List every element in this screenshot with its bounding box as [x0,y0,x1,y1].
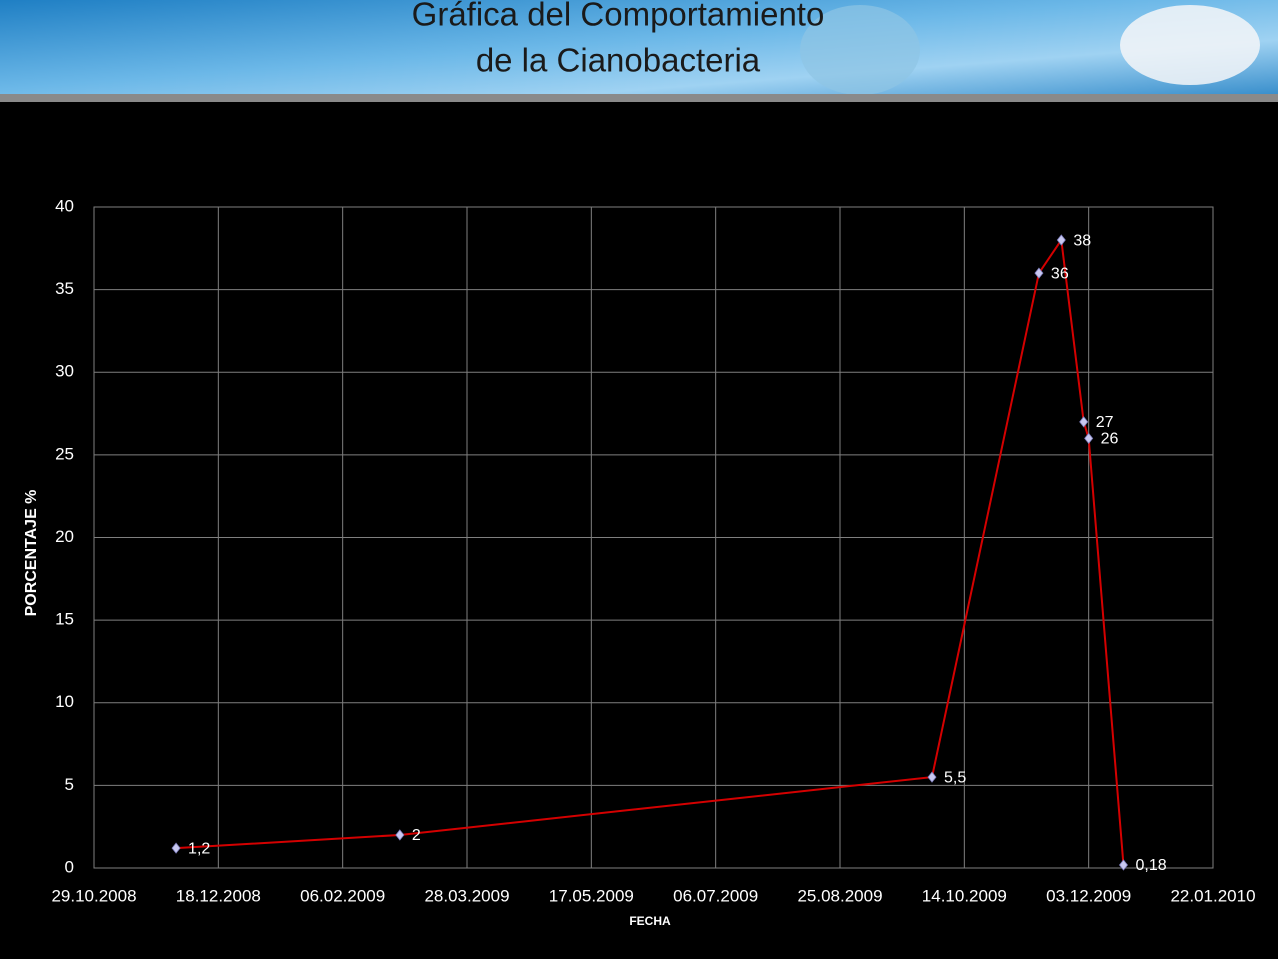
y-tick-label: 5 [65,775,74,794]
data-point [171,842,181,854]
x-tick-label: 06.02.2009 [300,886,385,905]
x-tick-label: 03.12.2009 [1046,886,1131,905]
data-point [1084,432,1094,444]
x-tick-label: 28.03.2009 [424,886,509,905]
y-tick-label: 20 [55,527,74,546]
x-tick-label: 22.01.2010 [1170,886,1255,905]
data-label: 2 [412,827,421,844]
slide-title: Gráfica del Comportamiento [412,0,825,33]
data-label: 1,2 [188,840,210,857]
slide-title: de la Cianobacteria [476,42,761,79]
plot-border [93,206,1214,869]
data-point [395,829,405,841]
y-tick-label: 30 [55,362,74,381]
x-tick-label: 18.12.2008 [176,886,261,905]
data-point [927,771,937,783]
data-label: 38 [1073,232,1091,249]
series-line [176,237,1125,866]
x-tick-label: 29.10.2008 [51,886,136,905]
data-point [1056,234,1066,246]
x-tick-label: 14.10.2009 [922,886,1007,905]
x-tick-label: 25.08.2009 [797,886,882,905]
data-label: 26 [1101,431,1119,448]
header-background [0,0,1278,100]
header-border [0,94,1278,102]
data-label: 27 [1096,414,1114,431]
data-point [1079,416,1089,428]
data-point [1118,859,1128,871]
data-point [1034,267,1044,279]
y-tick-label: 35 [55,279,74,298]
y-tick-label: 25 [55,444,74,463]
emblem-decoration [800,5,920,95]
y-tick-label: 15 [55,610,74,629]
data-label: 36 [1051,265,1069,282]
data-label: 0,18 [1135,857,1166,874]
data-label: 5,5 [944,769,966,786]
y-axis-title: PORCENTAJE % [23,490,40,617]
dove-decoration [1120,5,1260,85]
y-tick-label: 10 [55,692,74,711]
y-tick-label: 40 [55,196,74,215]
x-tick-label: 06.07.2009 [673,886,758,905]
x-tick-label: 17.05.2009 [549,886,634,905]
y-tick-label: 0 [65,857,74,876]
x-axis-title: FECHA [629,914,671,928]
